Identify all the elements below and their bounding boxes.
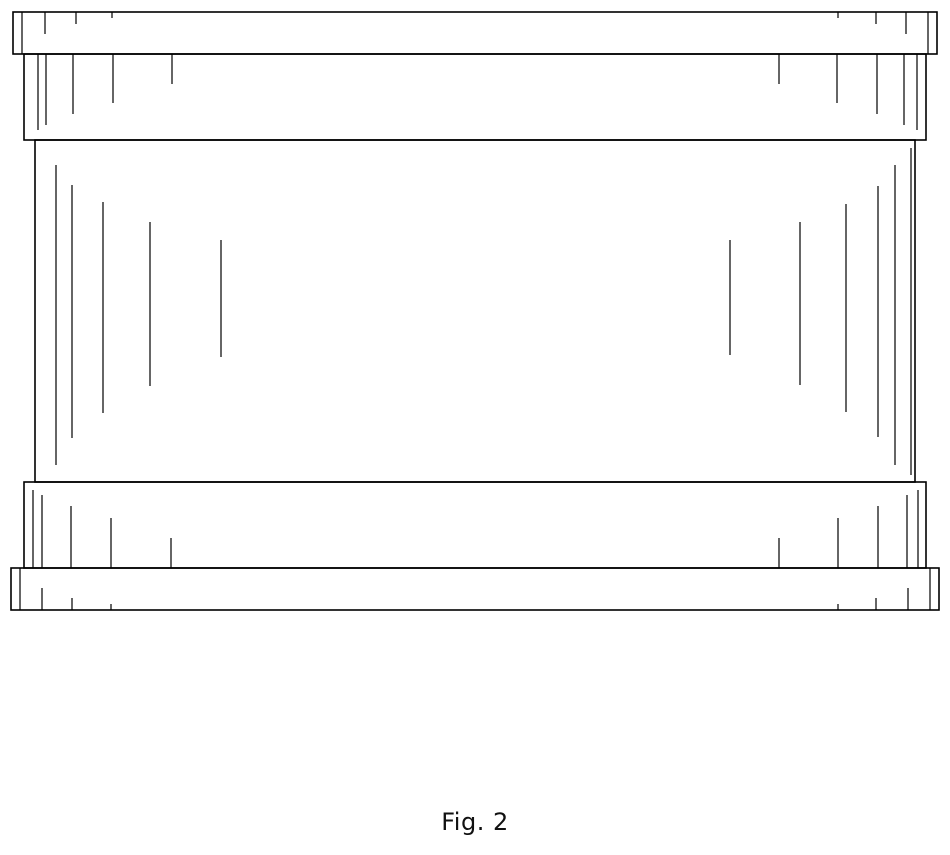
lower-collar <box>24 482 926 568</box>
bottom-flange-shading <box>20 568 930 610</box>
top-flange-shading <box>22 12 928 54</box>
figure-label: Fig. 2 <box>0 808 950 836</box>
bottom-flange <box>11 568 939 610</box>
lower-collar-shading <box>33 490 918 568</box>
main-body-shading <box>56 148 911 475</box>
upper-collar-shading <box>38 54 917 130</box>
main-body <box>35 140 915 482</box>
top-flange <box>13 12 937 54</box>
upper-collar <box>24 54 926 140</box>
